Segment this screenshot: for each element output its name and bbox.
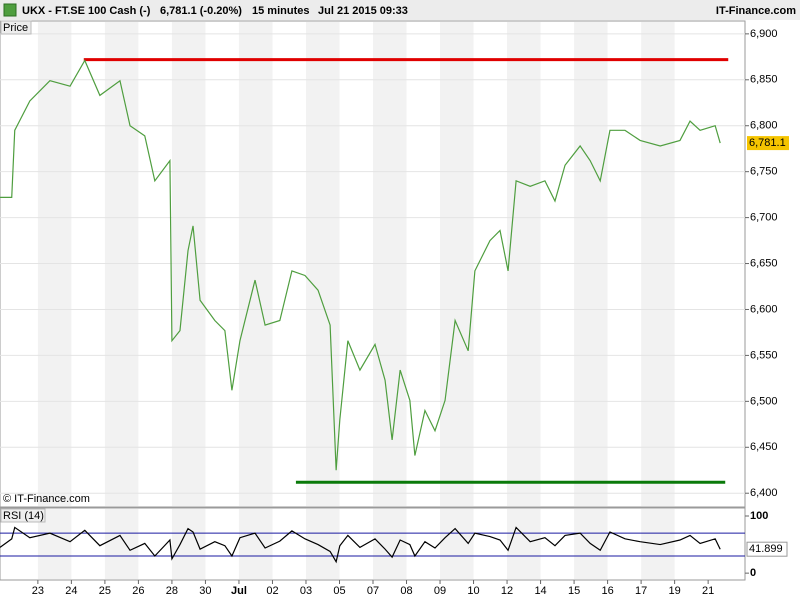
y-tick-label: 6,750 [750,166,778,178]
x-tick-label: 30 [199,585,211,597]
y-tick-label: 6,600 [750,303,778,315]
x-tick-label: 03 [300,585,312,597]
interval: 15 minutes [252,5,309,17]
header-bar [0,0,800,20]
x-tick-label: 02 [266,585,278,597]
last-price-tag [747,136,789,151]
watermark: © IT-Finance.com [3,493,90,505]
x-tick-label: 23 [32,585,44,597]
panel-label-bg [0,20,32,35]
day-band [373,509,407,579]
x-tick-label: 15 [568,585,580,597]
x-tick-label: 16 [601,585,613,597]
x-tick-label: 25 [99,585,111,597]
x-tick-label: 21 [702,585,714,597]
y-tick-label: 6,700 [750,212,778,224]
last-value-label: 41.899 [749,543,783,555]
y-tick-label: 6,550 [750,349,778,361]
brand: IT-Finance.com [716,5,796,17]
y-tick-label: 6,850 [750,74,778,86]
panel-label-bg [0,508,46,523]
y-tick-label: 6,500 [750,395,778,407]
panel-label: Price [3,22,28,34]
series-line [0,526,721,564]
day-band [305,509,340,579]
x-tick-label: 12 [501,585,513,597]
last-price-label: 6,781.1 [749,137,786,149]
x-tick-label: 07 [367,585,379,597]
y-tick-label: 6,800 [750,120,778,132]
timestamp: Jul 21 2015 09:33 [318,5,408,17]
y-tick-label: 0 [750,567,756,579]
day-band [171,509,206,579]
x-tick-label: 17 [635,585,647,597]
x-tick-label: 19 [668,585,680,597]
quote: 6,781.1 (-0.20%) [160,5,242,17]
y-tick-label: 6,450 [750,441,778,453]
day-band [507,509,541,579]
x-tick-label: 24 [65,585,77,597]
x-tick-label: 05 [333,585,345,597]
x-tick-label: 14 [534,585,546,597]
header-icon [3,3,17,17]
panel-label: RSI (14) [3,510,44,522]
x-tick-label: 28 [166,585,178,597]
x-tick-label: 08 [400,585,412,597]
day-band [104,509,139,579]
x-tick-label: Jul [231,585,247,597]
y-tick-label: 6,900 [750,28,778,40]
day-band [238,509,273,579]
last-value-tag [746,541,788,557]
x-tick-label: 10 [467,585,479,597]
x-tick-label: 26 [132,585,144,597]
x-tick-label: 09 [434,585,446,597]
y-tick-label: 100 [750,510,768,522]
series-line [0,59,721,471]
instrument: UKX - FT.SE 100 Cash (-) [22,5,151,17]
y-tick-label: 6,400 [750,487,778,499]
y-tick-label: 6,650 [750,257,778,269]
